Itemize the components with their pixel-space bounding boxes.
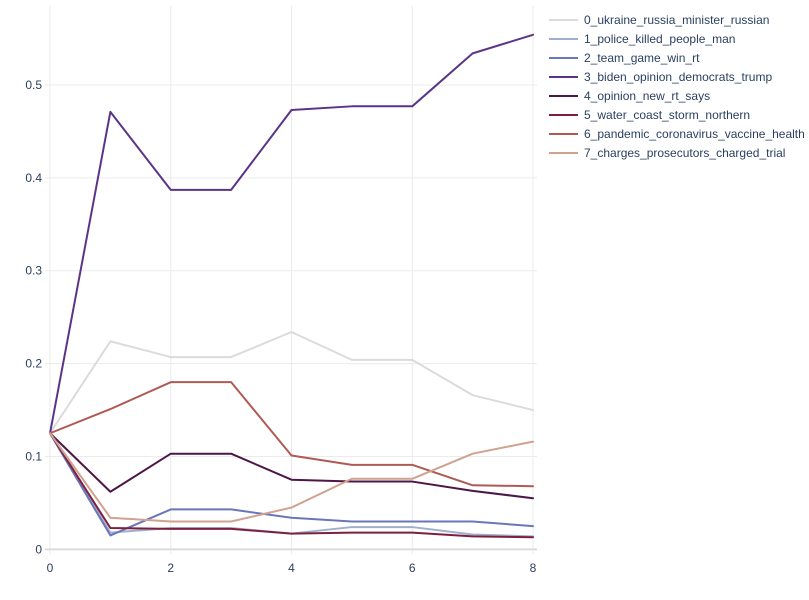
legend-item-label: 2_team_game_win_rt: [584, 51, 700, 65]
y-tick-label: 0.3: [25, 264, 42, 278]
legend-item-label: 3_biden_opinion_democrats_trump: [584, 70, 772, 84]
legend-item-label: 4_opinion_new_rt_says: [584, 89, 710, 103]
gridlines: [45, 6, 537, 554]
legend-item-label: 6_pandemic_coronavirus_vaccine_health: [584, 127, 805, 141]
legend-item-label: 1_police_killed_people_man: [584, 32, 735, 46]
x-axis-ticks: 0 2 4 6 8: [47, 561, 537, 575]
x-tick-label: 4: [288, 561, 295, 575]
series-line-2: [49, 432, 534, 537]
legend-item-label: 5_water_coast_storm_northern: [584, 108, 750, 122]
legend-item-label: 7_charges_prosecutors_charged_trial: [584, 146, 785, 160]
y-axis-ticks: 0 0.1 0.2 0.3 0.4 0.5: [25, 78, 42, 556]
series-line-3: [49, 33, 534, 435]
y-tick-label: 0.4: [25, 171, 42, 185]
series-lines: [49, 33, 534, 539]
y-tick-label: 0: [35, 542, 42, 556]
y-tick-label: 0.5: [25, 78, 42, 92]
y-tick-label: 0.2: [25, 357, 42, 371]
legend: 0_ukraine_russia_minister_russian 1_polic…: [549, 13, 805, 160]
legend-item-label: 0_ukraine_russia_minister_russian: [584, 13, 769, 27]
series-line-6: [49, 381, 534, 488]
x-tick-label: 2: [167, 561, 174, 575]
x-tick-label: 6: [409, 561, 416, 575]
x-tick-label: 8: [530, 561, 537, 575]
series-line-4: [49, 432, 534, 500]
series-line-0: [49, 331, 534, 435]
y-tick-label: 0.1: [25, 449, 42, 463]
x-tick-label: 0: [47, 561, 54, 575]
series-line-5: [49, 432, 534, 539]
series-line-7: [49, 432, 534, 523]
